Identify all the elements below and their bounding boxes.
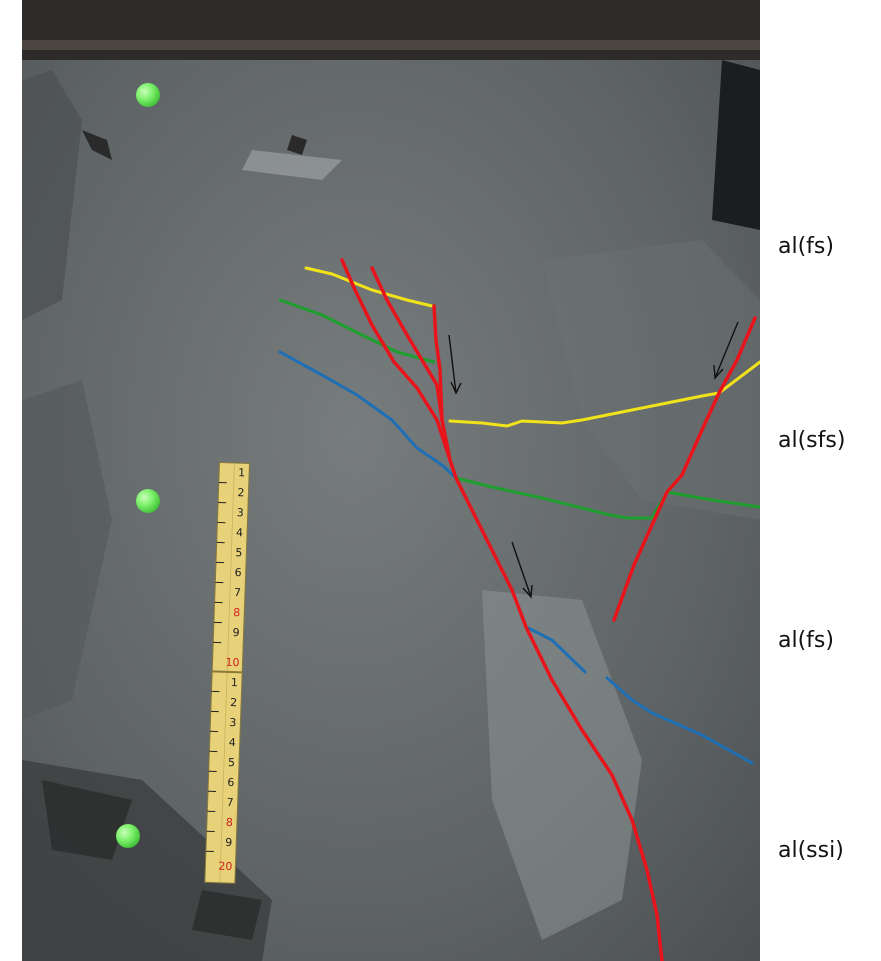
green-boundary-upper <box>278 298 436 364</box>
ruler-number: 7 <box>234 586 241 599</box>
conjugate-fault <box>612 316 757 622</box>
outcrop-photo: 1 2 3 4 5 6 7 8 9 10 1 2 3 4 5 6 7 8 9 2… <box>22 0 760 961</box>
main-fault <box>340 258 664 961</box>
unit-label: al(fs) <box>778 234 834 259</box>
ruler-number: 5 <box>235 546 242 559</box>
ruler-number: 6 <box>234 566 241 579</box>
folding-ruler: 1 2 3 4 5 6 7 8 9 10 1 2 3 4 5 6 7 8 9 2… <box>204 461 250 884</box>
yellow-boundary-upper <box>304 266 434 308</box>
ruler-number: 20 <box>218 860 232 873</box>
ruler-number: 2 <box>237 486 244 499</box>
ruler-number: 1 <box>231 676 238 689</box>
ruler-number: 4 <box>228 736 235 749</box>
ruler-number: 8 <box>233 606 240 619</box>
green-marker-3 <box>116 824 140 848</box>
ruler-number: 7 <box>226 796 233 809</box>
ruler-number: 9 <box>232 626 239 639</box>
arrow-icon <box>448 334 462 395</box>
ruler-number: 9 <box>225 836 232 849</box>
fault-splay-branch <box>432 304 444 422</box>
ruler-number: 6 <box>227 776 234 789</box>
ruler-number: 4 <box>236 526 243 539</box>
green-boundary-lower <box>454 476 760 520</box>
ruler-number: 1 <box>238 466 245 479</box>
unit-label: al(ssi) <box>778 838 844 863</box>
arrow-icon <box>511 541 533 599</box>
ruler-number: 5 <box>228 756 235 769</box>
unit-label: al(sfs) <box>778 428 846 453</box>
unit-label: al(fs) <box>778 628 834 653</box>
blue-boundary-upper <box>278 350 458 480</box>
steel-beam <box>22 0 760 60</box>
ruler-number: 3 <box>229 716 236 729</box>
arrow-icon <box>713 321 739 380</box>
ruler-number: 3 <box>237 506 244 519</box>
blue-boundary-lower-right <box>605 676 754 765</box>
green-marker-2 <box>136 489 160 513</box>
ruler-number: 8 <box>226 816 233 829</box>
yellow-boundary-lower <box>448 360 760 428</box>
ruler-number: 2 <box>230 696 237 709</box>
blue-boundary-lower-left <box>524 625 587 674</box>
ruler-ticks <box>205 481 227 853</box>
green-marker-1 <box>136 83 160 107</box>
ruler-number: 10 <box>225 656 239 669</box>
